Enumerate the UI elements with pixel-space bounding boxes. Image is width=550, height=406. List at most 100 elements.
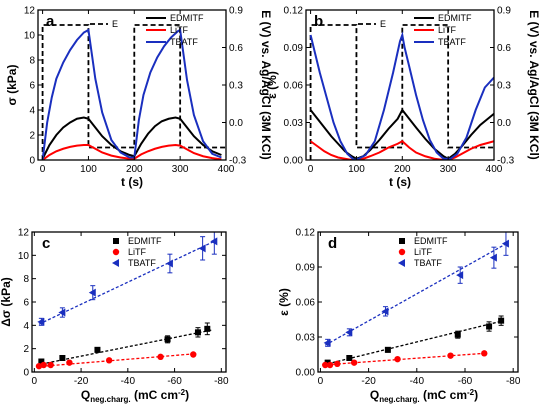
x-tick-label: 300 [440,164,457,175]
data-point-litf [66,359,73,366]
data-point-edmitf [38,358,45,365]
panel-letter: c [42,235,50,252]
x-axis-title-sup: -2 [178,388,186,397]
legend-label-tbatf: TBATF [170,37,198,47]
y-tick-label: 10 [18,251,30,262]
series-line-tbatf [309,31,494,160]
legend-label-edmitf: EDMITF [128,236,162,246]
x-axis-title: t (s) [389,175,411,189]
x-axis-title-sub: neg.charg. [379,395,419,404]
panel-c: 0 -20 -40 -60 -80 0 2 4 6 8 10 12 Qneg.charg. (mC cm… [0,228,229,405]
x-axis-title: Qneg.charg. (mC cm-2) [81,388,189,404]
data-point-edmitf [194,329,201,336]
y2-tick-label: 0.6 [497,43,511,54]
data-point-tbatf [58,308,66,317]
data-point-litf [40,361,47,369]
y-tick-label: 0 [29,156,35,167]
data-point-edmitf [59,355,66,361]
legend-label-litf: LiTF [438,25,457,35]
legend-label-tbatf: TBATF [128,258,156,268]
data-point-litf [394,355,401,363]
data-point-tbatf [165,259,173,268]
x-tick-label: 300 [172,164,189,175]
y2-tick-label: 0.9 [229,6,243,17]
y2-axis-title: E (V) vs. Ag/AgCl (3M KCl) [259,10,273,160]
data-point-tbatf [37,317,45,326]
x-axis-title: t (s) [121,175,143,189]
y2-tick-label: 0.6 [229,43,243,54]
fit-line-tbatf [38,239,217,325]
series-line-litf [309,140,494,160]
y-axis-title: Δσ (kPa) [0,277,13,327]
x-axis-title-sup: -2 [467,388,475,397]
data-point-edmitf [384,346,391,353]
x-tick-label: -40 [121,376,136,387]
x-tick-label: -80 [214,376,229,387]
plot-area [41,24,226,160]
axis-frame [31,231,227,373]
y-tick-label: 0.09 [284,43,304,54]
x-tick-label: 200 [126,164,143,175]
legend-label-litf: LiTF [170,25,189,35]
x-tick-label: 200 [394,164,411,175]
y2-axis-title: E (V) vs. Ag/AgCl (3M KCl) [527,10,541,160]
x-tick-label: -60 [167,376,182,387]
x-axis-title-end: ) [185,388,189,402]
panel-b: 0 100 200 300 400 0.00 0.03 0.06 0.09 0.12 -0.3 0.0… [265,6,541,190]
y-tick-label: 0.06 [296,298,316,309]
panel-letter: b [314,13,323,30]
data-point-tbatf [381,307,389,316]
fit-line-edmitf [322,320,504,366]
legend-label-edmitf: EDMITF [414,236,448,246]
x-tick-label: 400 [218,164,235,175]
x-axis-title-unit: (mC cm [131,388,178,402]
y-tick-label: 8 [29,56,35,67]
y-tick-label: 8 [23,274,29,285]
x-axis-title-main: Q [81,388,90,402]
panel-letter: a [46,13,55,30]
y-tick-label: 12 [18,228,30,239]
x-tick-label: -20 [74,376,89,387]
legend-marker-tbatf [398,259,405,267]
axis-frame [317,231,519,373]
x-tick-label: -20 [361,376,376,387]
x-tick-label: -60 [458,376,473,387]
plot-area [309,24,494,160]
x-tick-label: 0 [32,376,38,387]
y-tick-label: 6 [23,298,29,309]
legend-label-tbatf: TBATF [438,37,466,47]
data-point-litf [326,361,334,369]
y-tick-label: 2 [23,344,29,355]
y2-tick-label: -0.3 [497,156,515,167]
data-point-tbatf [345,328,353,337]
legend-label-e: E [380,19,386,29]
data-point-edmitf [94,346,101,353]
panel-letter: d [328,235,337,252]
y2-tick-label: 0.3 [229,81,243,92]
data-point-litf [447,352,454,359]
y-tick-label: 4 [23,321,29,332]
y-tick-label: 0.06 [284,81,304,92]
x-tick-label: 100 [80,164,97,175]
data-point-tbatf [456,271,464,280]
data-point-litf [47,361,54,369]
y2-tick-label: 0.0 [229,118,243,129]
data-point-edmitf [486,323,493,330]
data-point-litf [105,357,113,364]
data-point-tbatf [210,237,218,246]
x-tick-label: 400 [486,164,503,175]
data-point-edmitf [498,317,505,324]
legend-label-litf: LiTF [128,247,147,257]
data-point-tbatf [88,288,96,297]
fit-line-litf [36,353,194,368]
data-point-litf [334,360,341,368]
axis-frame [37,9,227,161]
x-axis-title-end: ) [474,388,478,402]
data-point-litf [322,361,329,369]
data-point-edmitf [204,325,211,332]
y-tick-label: 0 [23,368,29,379]
x-tick-label: -40 [410,376,425,387]
data-point-edmitf [164,336,171,343]
y2-tick-label: -0.3 [229,156,247,167]
